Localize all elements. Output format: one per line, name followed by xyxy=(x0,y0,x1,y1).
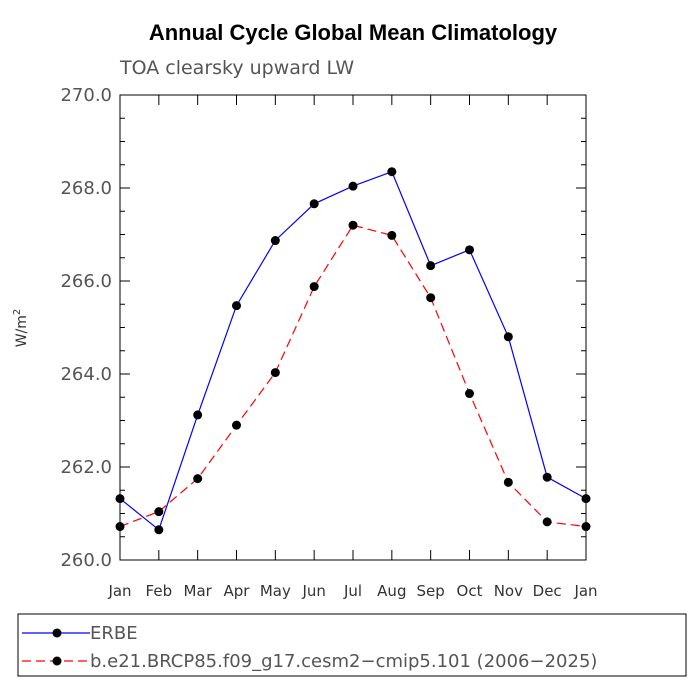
x-tick-label: Oct xyxy=(457,582,483,600)
series-1-point xyxy=(115,494,125,504)
series-2-point xyxy=(193,474,203,484)
chart-title: Annual Cycle Global Mean Climatology xyxy=(149,20,558,45)
y-tick-label: 270.0 xyxy=(60,85,112,106)
series-2-point xyxy=(309,282,319,292)
x-tick-label: Jan xyxy=(107,582,131,600)
series-1-point xyxy=(154,525,164,535)
legend-box xyxy=(17,613,687,677)
x-tick-label: Mar xyxy=(184,582,213,600)
x-axis: Jan Feb Mar Apr May Jun Jul Aug Sep Oct Nov Dec Jan xyxy=(107,95,598,600)
y-tick-label: 264.0 xyxy=(60,364,112,385)
legend-marker-2 xyxy=(52,656,62,666)
x-tick-label: Dec xyxy=(533,582,562,600)
legend-marker-1 xyxy=(52,628,62,638)
y-tick-label: 262.0 xyxy=(60,457,112,478)
chart-subtitle: TOA clearsky upward LW xyxy=(119,57,354,79)
y-tick-label: 260.0 xyxy=(60,550,112,571)
x-tick-label: Sep xyxy=(417,582,445,600)
series-2-point xyxy=(542,517,552,527)
y-axis: 260.0 262.0 264.0 266.0 268.0 270.0 xyxy=(60,85,586,571)
y-axis-label: W/m2 xyxy=(12,309,30,348)
series-2-point xyxy=(387,230,397,240)
legend: ERBE b.e21.BRCP85.f09_g17.cesm2−cmip5.101… xyxy=(22,623,597,672)
x-tick-label: Nov xyxy=(494,582,523,600)
series-1-point xyxy=(232,301,241,311)
series-1-point xyxy=(270,236,280,246)
series-2-point xyxy=(270,368,280,378)
series-2-point xyxy=(465,389,474,399)
x-tick-label: Aug xyxy=(377,582,406,600)
x-tick-label: Apr xyxy=(224,582,251,600)
series-line-2 xyxy=(119,224,587,528)
x-tick-label: May xyxy=(260,582,291,600)
series-2-point xyxy=(426,293,436,303)
legend-label-2: b.e21.BRCP85.f09_g17.cesm2−cmip5.101 (20… xyxy=(90,651,597,672)
series-1-point xyxy=(581,494,591,504)
x-tick-label: Jul xyxy=(343,582,362,600)
series-1-point xyxy=(503,332,513,342)
series-1-point xyxy=(542,472,552,482)
y-tick-label: 266.0 xyxy=(60,271,112,292)
series-1-point xyxy=(426,261,436,271)
series-1-point xyxy=(387,167,397,177)
series-2-point xyxy=(232,420,241,430)
y-tick-label: 268.0 xyxy=(60,178,112,199)
series-layer xyxy=(115,167,591,535)
series-2-point xyxy=(503,477,513,487)
series-1-point xyxy=(193,410,203,420)
x-tick-label: Jun xyxy=(301,582,325,600)
series-1-point xyxy=(309,199,319,209)
x-tick-label: Jan xyxy=(573,582,597,600)
series-2-point xyxy=(348,220,358,230)
x-tick-label: Feb xyxy=(146,582,173,600)
legend-label-1: ERBE xyxy=(90,623,138,644)
series-1-point xyxy=(348,181,358,191)
series-2-point xyxy=(115,522,125,532)
series-2-point xyxy=(154,507,164,517)
series-1-point xyxy=(465,245,474,255)
series-2-point xyxy=(581,522,591,532)
